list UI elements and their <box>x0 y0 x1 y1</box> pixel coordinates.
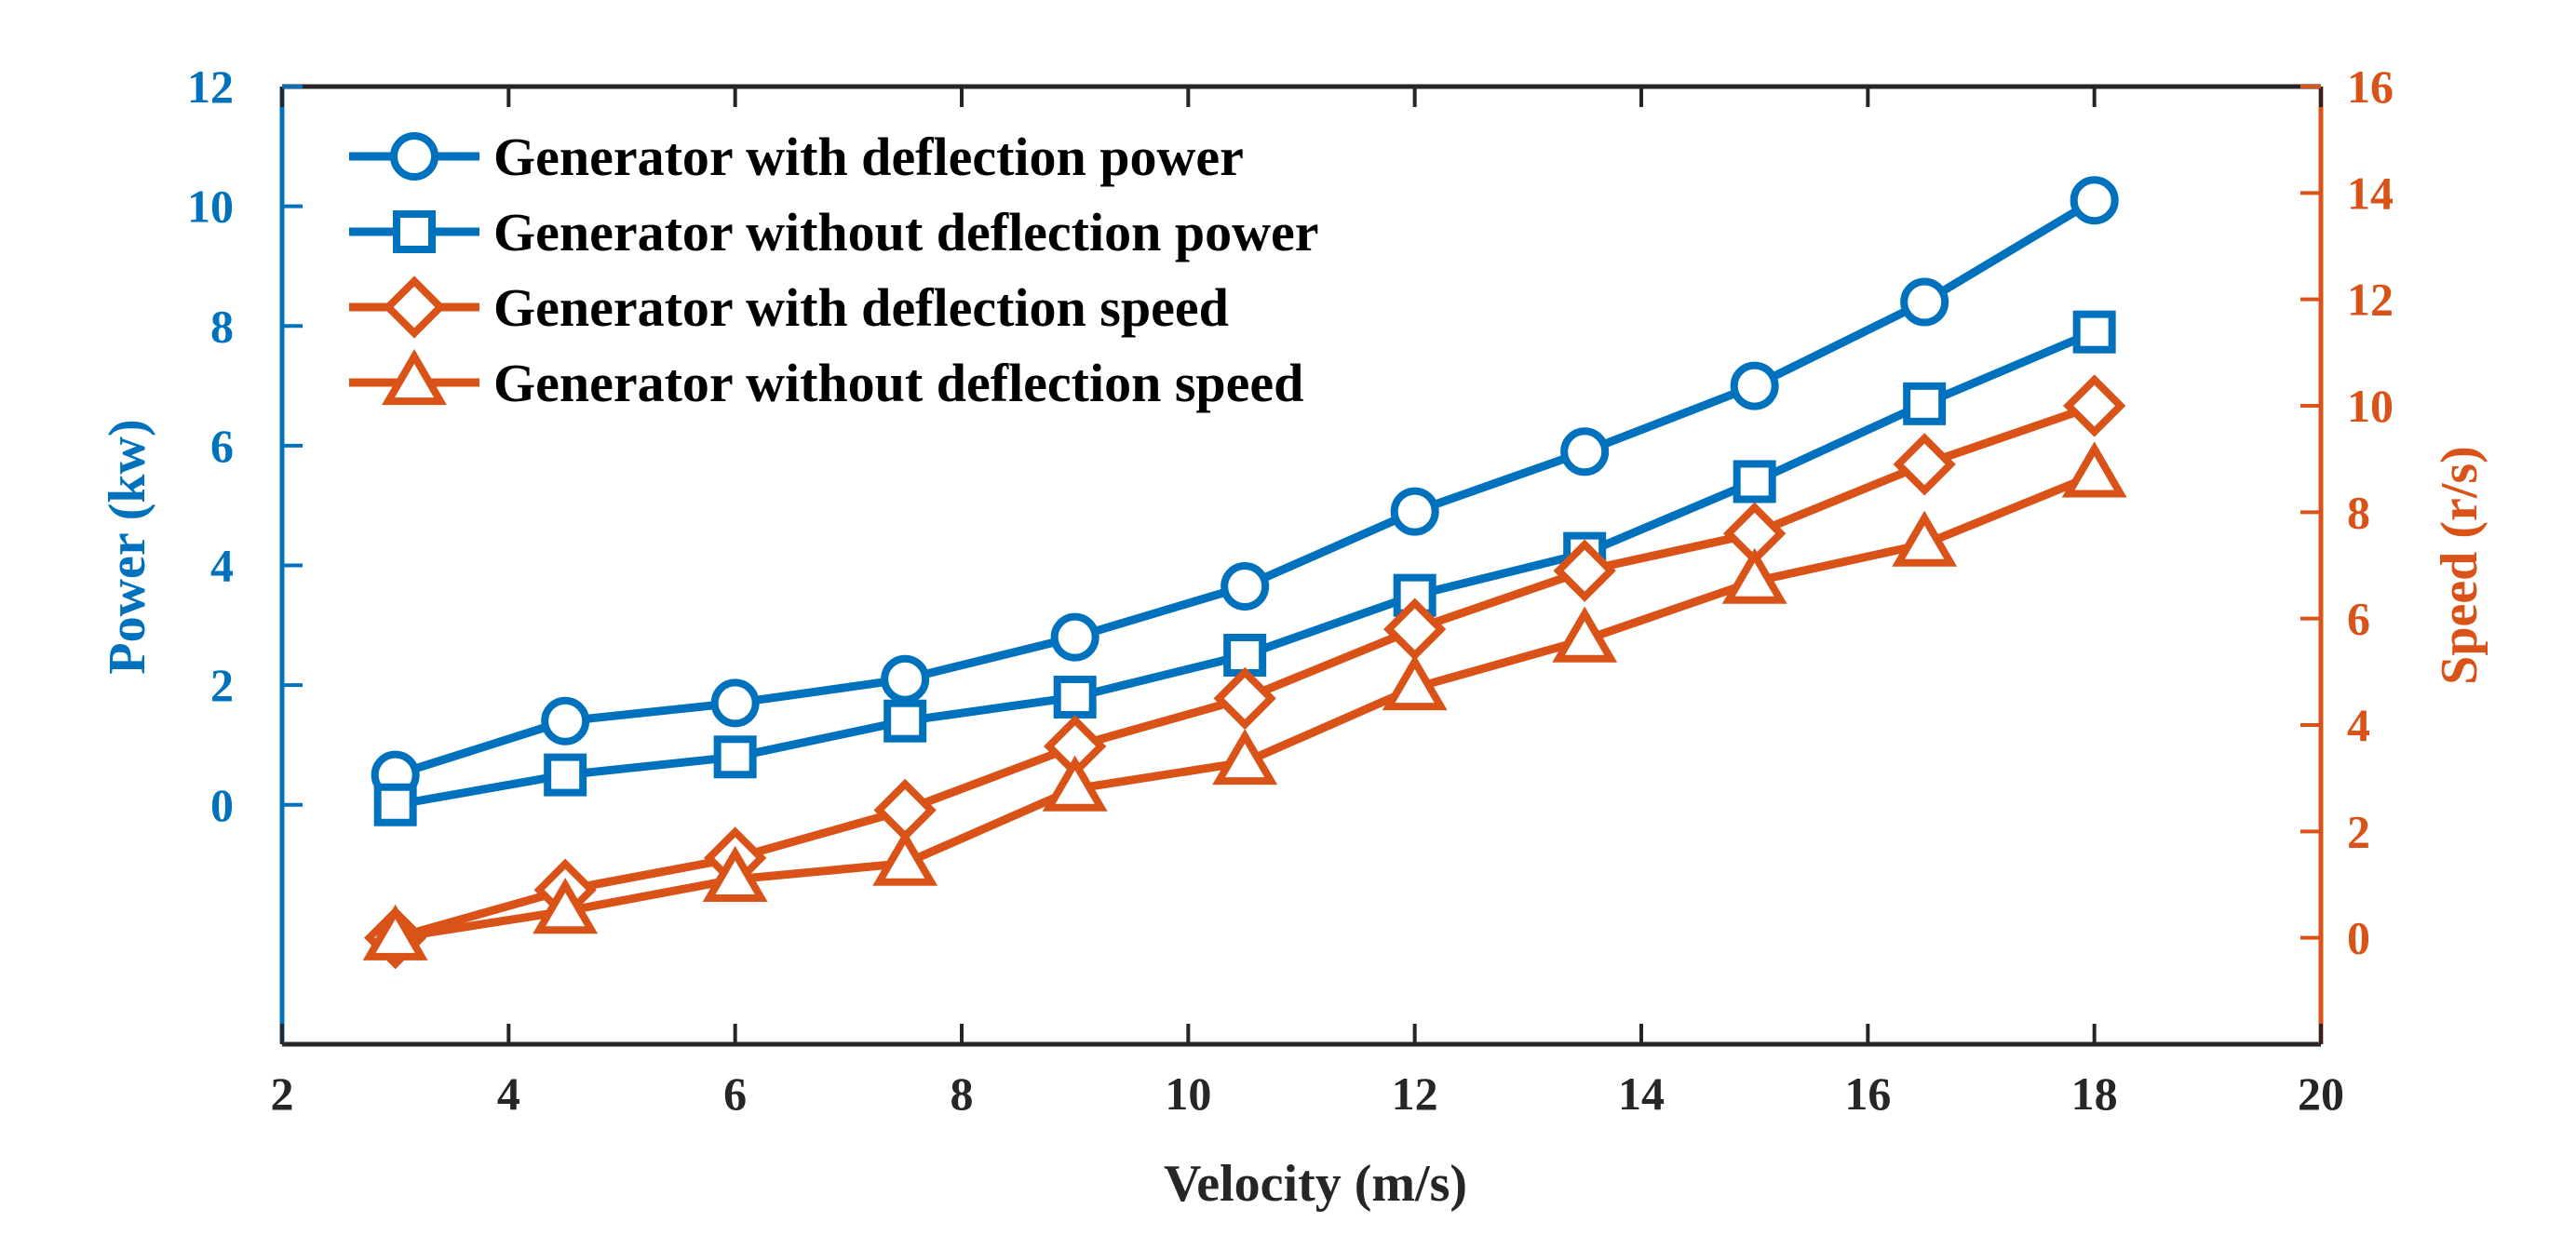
legend-entry-4: Generator without deflection speed <box>349 349 1303 413</box>
x-tick-label: 8 <box>951 1068 974 1120</box>
plot-series <box>362 176 2127 970</box>
x-tick-label: 16 <box>1844 1068 1891 1120</box>
x-tick-label: 18 <box>2071 1068 2118 1120</box>
left-y-tick-label: 0 <box>210 779 234 831</box>
right-y-axis-title: Speed (r/s) <box>2431 446 2488 685</box>
data-point <box>713 735 757 779</box>
left-y-tick-label: 2 <box>210 659 234 711</box>
right-y-tick-label: 8 <box>2347 486 2370 538</box>
series-3 <box>364 374 2126 970</box>
data-point <box>2070 176 2119 225</box>
data-point <box>1560 427 1610 477</box>
x-tick-label: 12 <box>1392 1068 1438 1120</box>
data-point <box>883 699 927 743</box>
right-y-tick-label: 6 <box>2347 593 2370 645</box>
x-tick-label: 20 <box>2298 1068 2344 1120</box>
legend-label: Generator without deflection speed <box>493 353 1303 413</box>
data-point <box>1042 755 1108 812</box>
data-point <box>1212 729 1278 786</box>
data-point <box>2063 374 2126 437</box>
legend-entry-2: Generator without deflection power <box>349 202 1318 262</box>
x-tick-label: 6 <box>723 1068 747 1120</box>
legend-marker <box>383 275 446 339</box>
data-point <box>544 753 587 797</box>
data-point <box>541 696 590 745</box>
legend-entry-3: Generator with deflection speed <box>349 275 1229 339</box>
left-y-tick-label: 10 <box>187 181 234 233</box>
legend-marker <box>382 349 447 406</box>
right-y-tick-label: 16 <box>2347 60 2394 113</box>
series-2 <box>373 310 2116 826</box>
data-point <box>1552 606 1618 663</box>
axes: 2 4 6 8 10 12 14 16 18 20 0 2 4 6 8 10 12 0 2 4 6 8 10 12 14 16 Ve… <box>99 60 2488 1213</box>
data-point <box>1382 654 1448 711</box>
data-point <box>873 778 937 842</box>
data-point <box>533 878 599 934</box>
left-y-tick-label: 6 <box>210 420 234 472</box>
data-point <box>373 783 417 826</box>
x-tick-label: 4 <box>497 1068 520 1120</box>
left-y-axis-title: Power (kw) <box>99 419 156 674</box>
legend-label: Generator without deflection power <box>493 202 1318 262</box>
data-point <box>702 845 768 902</box>
left-y-tick-label: 12 <box>187 60 234 113</box>
data-point <box>1733 460 1776 504</box>
data-point <box>710 678 760 728</box>
legend-label: Generator with deflection speed <box>493 277 1229 338</box>
data-point <box>1553 539 1616 602</box>
legend-marker <box>390 132 438 181</box>
data-point <box>881 654 930 704</box>
x-tick-label: 14 <box>1618 1068 1665 1120</box>
data-point <box>872 829 938 886</box>
x-tick-label: 10 <box>1165 1068 1211 1120</box>
data-point <box>1892 510 1958 567</box>
series-1 <box>371 176 2119 799</box>
series-4 <box>362 441 2127 960</box>
data-point <box>1893 433 1956 496</box>
right-y-tick-label: 14 <box>2347 167 2394 219</box>
left-y-tick-label: 8 <box>210 300 234 352</box>
data-point <box>1730 361 1779 410</box>
x-tick-label: 2 <box>271 1068 294 1120</box>
data-point <box>1900 277 1949 327</box>
legend-marker <box>393 210 436 253</box>
data-point <box>1390 487 1439 536</box>
left-y-tick-label: 4 <box>210 540 234 592</box>
right-y-tick-label: 2 <box>2347 805 2370 857</box>
legend: Generator with deflection power Generator… <box>349 127 1318 413</box>
data-point <box>2061 441 2127 498</box>
data-point <box>1221 562 1270 611</box>
right-y-tick-label: 10 <box>2347 380 2394 432</box>
data-point <box>362 904 428 960</box>
data-point <box>1903 382 1947 425</box>
data-point <box>1050 612 1099 662</box>
data-point <box>1721 547 1787 604</box>
right-y-tick-label: 4 <box>2347 699 2370 751</box>
right-y-tick-label: 12 <box>2347 274 2394 326</box>
data-point <box>1213 666 1276 731</box>
data-point <box>2072 310 2116 354</box>
data-point <box>1053 675 1097 719</box>
right-y-tick-label: 0 <box>2347 912 2370 964</box>
x-axis-title: Velocity (m/s) <box>1164 1155 1467 1213</box>
legend-entry-1: Generator with deflection power <box>349 127 1244 187</box>
legend-label: Generator with deflection power <box>493 127 1244 187</box>
